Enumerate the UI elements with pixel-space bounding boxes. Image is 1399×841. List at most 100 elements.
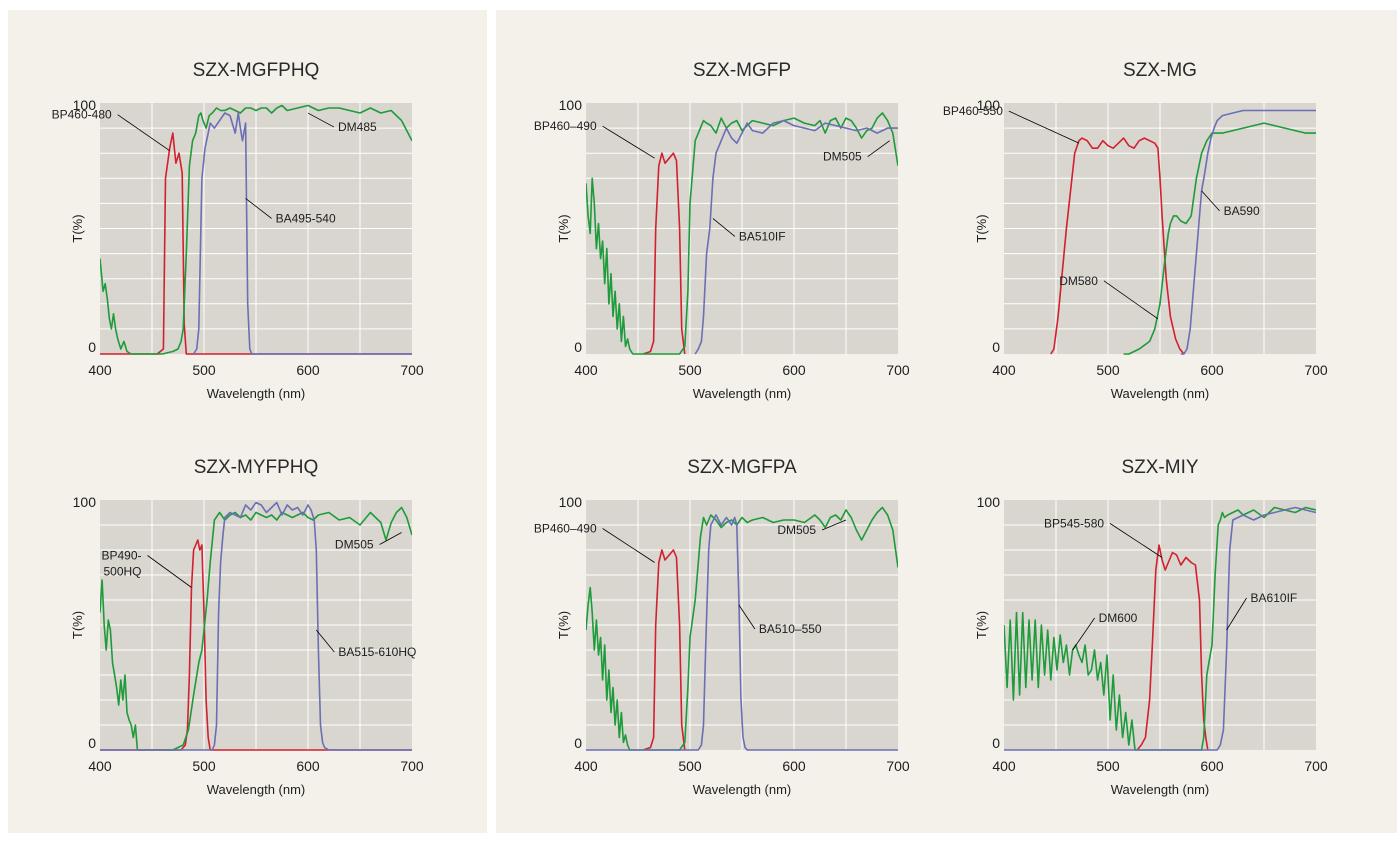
x-tick-label: 700 [886,362,910,378]
annotation-leader [379,532,402,545]
x-tick-label: 600 [782,758,806,774]
y-tick-label: 0 [574,735,582,751]
series-line-dm485 [100,104,412,355]
series-line-dm600 [1004,506,1316,751]
y-tick-label: 0 [88,735,96,751]
chart-szx-myfphq: SZX-MYFPHQ 400 500 600 700 0 100 Wavelength (nm… [70,457,424,797]
x-tick-label: 400 [88,758,112,774]
series-annotation: BA495-540 [276,211,336,225]
x-tick-label: 600 [296,362,320,378]
annotation-leader [1201,190,1220,212]
annotation-leader [1072,617,1095,651]
annotation-leader [316,629,335,653]
series-annotation: BP460-550 [943,104,1003,118]
y-axis-label: T(%) [70,611,85,639]
series-annotation: DM505 [823,150,862,164]
annotation-leader [147,555,192,588]
x-tick-label: 400 [574,362,598,378]
series-annotation: DM505 [777,523,816,537]
y-tick-label: 0 [88,339,96,355]
series-line-bp460-550 [1050,137,1185,355]
x-tick-label: 400 [992,362,1016,378]
y-axis-label: T(%) [974,214,989,242]
chart-title: SZX-MYFPHQ [194,457,319,478]
series-annotation: BP490- [101,549,141,563]
chart-title: SZX-MIY [1121,457,1198,478]
x-tick-label: 500 [1096,758,1120,774]
y-axis-label: T(%) [556,611,571,639]
series-annotation: BP545-580 [1044,517,1104,531]
y-tick-label: 0 [992,339,1000,355]
series-annotation: 500HQ [103,565,141,579]
series-line-bp545-580 [1136,544,1209,751]
series-line-ba610if [1004,506,1316,751]
series-line-bp460-490 [642,549,686,751]
x-tick-label: 700 [1304,362,1328,378]
x-tick-label: 600 [782,362,806,378]
series-annotation: BA510IF [739,229,786,243]
series-line-dm505 [586,506,898,751]
y-axis-label: T(%) [974,611,989,639]
x-tick-label: 700 [400,758,424,774]
x-tick-label: 500 [192,758,216,774]
y-tick-label: 100 [73,97,97,113]
annotation-leader [307,112,335,128]
series-line-ba510-550 [586,514,898,751]
series-line-bp460-480 [100,132,412,355]
x-tick-label: 400 [88,362,112,378]
x-tick-label: 500 [192,362,216,378]
x-axis-label: Wavelength (nm) [693,782,792,797]
annotation-leader [117,114,170,152]
x-tick-label: 700 [1304,758,1328,774]
annotation-leader [245,198,272,219]
chart-szx-miy: SZX-MIY 400 500 600 700 0 100 Wavelength (nm) T(… [974,457,1328,797]
chart-szx-mgfpa: SZX-MGFPA 400 500 600 700 0 100 Wavelength (nm)… [534,457,910,797]
y-axis-label: T(%) [556,214,571,242]
x-tick-label: 500 [678,758,702,774]
x-tick-label: 600 [1200,758,1224,774]
y-tick-label: 0 [992,735,1000,751]
series-line-ba590 [1180,109,1316,355]
series-annotation: DM600 [1099,611,1138,625]
x-axis-label: Wavelength (nm) [207,386,306,401]
series-annotation: BA590 [1224,204,1260,218]
series-annotation: DM580 [1059,274,1098,288]
annotation-leader [712,218,736,237]
chart-title: SZX-MGFP [693,60,791,81]
series-annotation: DM485 [338,120,377,134]
x-axis-label: Wavelength (nm) [1111,386,1210,401]
x-tick-label: 600 [296,758,320,774]
series-line-ba515-610hq [100,501,412,751]
y-tick-label: 100 [73,494,97,510]
annotation-leader [821,519,847,531]
y-tick-label: 100 [559,97,583,113]
chart-title: SZX-MGFPA [687,457,797,478]
y-tick-label: 100 [559,494,583,510]
annotation-leader [602,125,655,159]
annotation-leader [602,528,655,563]
y-tick-label: 100 [977,494,1001,510]
y-tick-label: 0 [574,339,582,355]
x-tick-label: 700 [400,362,424,378]
chart-szx-mg: SZX-MG 400 500 600 700 0 100 Wavelength (nm) T(%… [943,60,1328,401]
annotation-leader [738,604,756,630]
series-annotation: DM505 [335,538,374,552]
annotation-leader [867,140,890,157]
series-annotation: BA510–550 [759,622,822,636]
x-tick-label: 500 [1096,362,1120,378]
x-tick-label: 400 [992,758,1016,774]
chart-szx-mgfp: SZX-MGFP 400 500 600 700 0 100 Wavelength (nm) T… [534,60,910,401]
x-axis-label: Wavelength (nm) [207,782,306,797]
annotation-leader [1008,110,1080,144]
chart-title: SZX-MGFPHQ [193,60,320,81]
y-axis-label: T(%) [70,214,85,242]
annotation-leader [1226,597,1247,631]
chart-szx-mgfphq: SZX-MGFPHQ 400 500 600 700 0 100 Wavelength (nm… [52,60,424,401]
x-axis-label: Wavelength (nm) [1111,782,1210,797]
series-annotation: BA610IF [1251,591,1298,605]
series-line-dm505 [586,112,898,355]
series-line-dm505 [100,506,412,751]
y-tick-label: 100 [977,97,1001,113]
chart-title: SZX-MG [1123,60,1197,81]
